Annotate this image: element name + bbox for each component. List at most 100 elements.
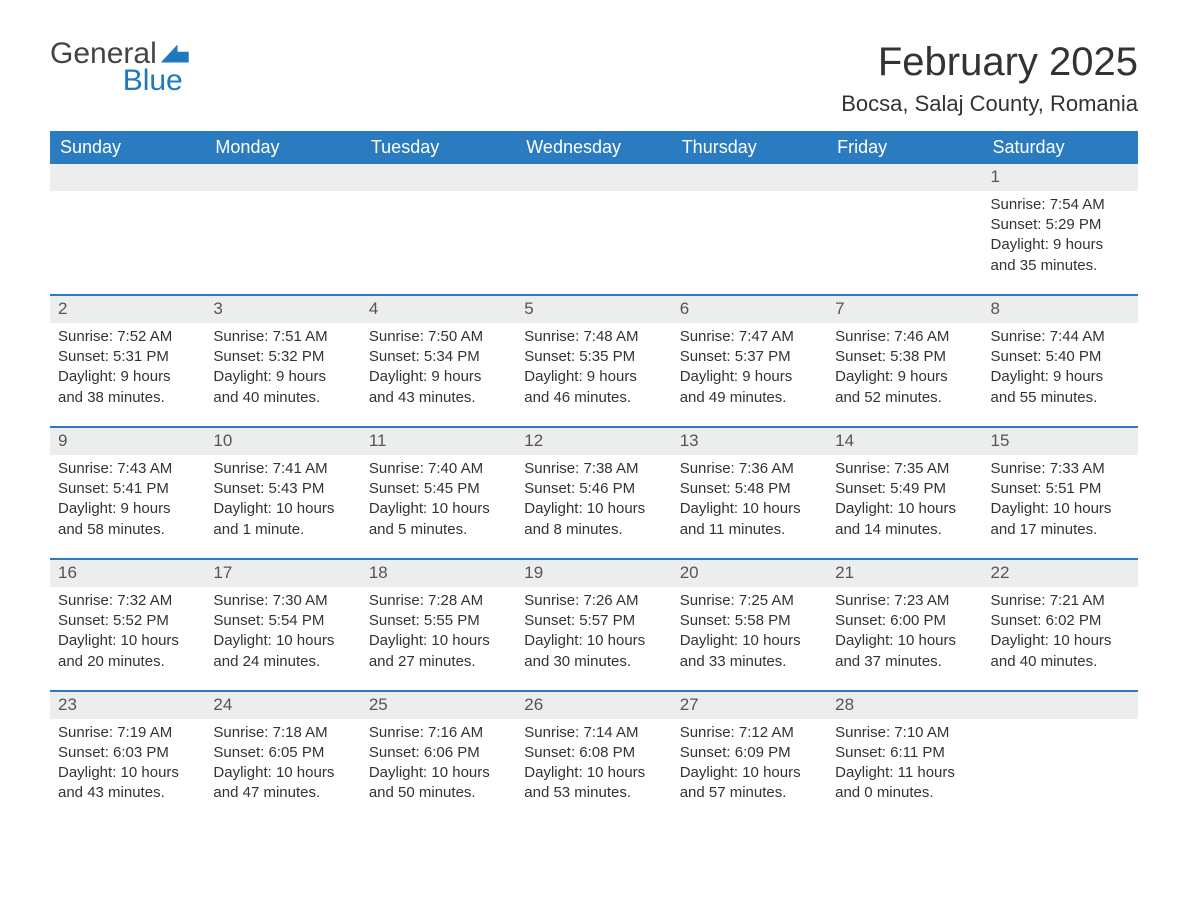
logo-word-general: General — [50, 40, 189, 67]
calendar-day-cell: 27Sunrise: 7:12 AMSunset: 6:09 PMDayligh… — [672, 691, 827, 822]
calendar-day-cell: 13Sunrise: 7:36 AMSunset: 5:48 PMDayligh… — [672, 427, 827, 559]
day-number: 1 — [983, 164, 1138, 191]
day-details: Sunrise: 7:12 AMSunset: 6:09 PMDaylight:… — [680, 723, 819, 804]
calendar-day-cell: 7 Sunrise: 7:46 AMSunset: 5:38 PMDaylight… — [827, 295, 982, 427]
day-number — [205, 164, 360, 191]
calendar-day-cell: 9 Sunrise: 7:43 AMSunset: 5:41 PMDaylight… — [50, 427, 205, 559]
day-number: 6 — [672, 296, 827, 323]
calendar-day-cell: 14 Sunrise: 7:35 AMSunset: 5:49 PMDayligh… — [827, 427, 982, 559]
logo: General Blue — [50, 40, 189, 94]
day-details: Sunrise: 7:35 AMSunset: 5:49 PMDaylight:… — [835, 459, 974, 540]
calendar-day-cell: 6Sunrise: 7:47 AMSunset: 5:37 PMDaylight… — [672, 295, 827, 427]
day-number: 2 — [50, 296, 205, 323]
day-number: 25 — [361, 692, 516, 719]
day-number: 14 — [827, 428, 982, 455]
logo-word-blue: Blue — [123, 67, 183, 94]
day-details: Sunrise: 7:32 AMSunset: 5:52 PMDaylight:… — [58, 591, 197, 672]
calendar-day-cell: 12 Sunrise: 7:38 AMSunset: 5:46 PMDayligh… — [516, 427, 671, 559]
calendar-day-cell: 4Sunrise: 7:50 AMSunset: 5:34 PMDaylight… — [361, 295, 516, 427]
day-number: 20 — [672, 560, 827, 587]
day-number — [983, 692, 1138, 719]
day-details: Sunrise: 7:18 AMSunset: 6:05 PMDaylight:… — [213, 723, 352, 804]
day-details: Sunrise: 7:30 AMSunset: 5:54 PMDaylight:… — [213, 591, 352, 672]
day-details: Sunrise: 7:51 AMSunset: 5:32 PMDaylight:… — [213, 327, 352, 408]
day-details: Sunrise: 7:41 AMSunset: 5:43 PMDaylight:… — [213, 459, 352, 540]
calendar-day-cell — [827, 164, 982, 295]
calendar-day-cell: 22 Sunrise: 7:21 AMSunset: 6:02 PMDayligh… — [983, 559, 1138, 691]
weekday-header: Sunday — [50, 131, 205, 164]
calendar-day-cell — [672, 164, 827, 295]
day-details: Sunrise: 7:50 AMSunset: 5:34 PMDaylight:… — [369, 327, 508, 408]
calendar-day-cell: 3 Sunrise: 7:51 AMSunset: 5:32 PMDaylight… — [205, 295, 360, 427]
day-details: Sunrise: 7:10 AMSunset: 6:11 PMDaylight:… — [835, 723, 974, 804]
day-number: 19 — [516, 560, 671, 587]
logo-flag-icon — [161, 45, 189, 63]
calendar-day-cell: 28 Sunrise: 7:10 AMSunset: 6:11 PMDayligh… — [827, 691, 982, 822]
weekday-header: Saturday — [983, 131, 1138, 164]
day-details: Sunrise: 7:43 AMSunset: 5:41 PMDaylight:… — [58, 459, 197, 540]
weekday-header: Monday — [205, 131, 360, 164]
day-details: Sunrise: 7:23 AMSunset: 6:00 PMDaylight:… — [835, 591, 974, 672]
day-number — [672, 164, 827, 191]
day-details: Sunrise: 7:52 AMSunset: 5:31 PMDaylight:… — [58, 327, 197, 408]
day-number: 18 — [361, 560, 516, 587]
day-number: 17 — [205, 560, 360, 587]
page-header: General Blue February 2025 Bocsa, Salaj … — [50, 40, 1138, 117]
title-block: February 2025 Bocsa, Salaj County, Roman… — [841, 40, 1138, 117]
calendar-day-cell: 23 Sunrise: 7:19 AMSunset: 6:03 PMDayligh… — [50, 691, 205, 822]
day-number: 7 — [827, 296, 982, 323]
calendar-table: SundayMondayTuesdayWednesdayThursdayFrid… — [50, 131, 1138, 822]
day-number: 11 — [361, 428, 516, 455]
calendar-day-cell: 10 Sunrise: 7:41 AMSunset: 5:43 PMDayligh… — [205, 427, 360, 559]
day-number: 26 — [516, 692, 671, 719]
day-number — [50, 164, 205, 191]
weekday-header-row: SundayMondayTuesdayWednesdayThursdayFrid… — [50, 131, 1138, 164]
calendar-day-cell — [361, 164, 516, 295]
day-details: Sunrise: 7:21 AMSunset: 6:02 PMDaylight:… — [991, 591, 1130, 672]
calendar-day-cell: 25 Sunrise: 7:16 AMSunset: 6:06 PMDayligh… — [361, 691, 516, 822]
weekday-header: Thursday — [672, 131, 827, 164]
calendar-day-cell: 15 Sunrise: 7:33 AMSunset: 5:51 PMDayligh… — [983, 427, 1138, 559]
day-details: Sunrise: 7:48 AMSunset: 5:35 PMDaylight:… — [524, 327, 663, 408]
calendar-day-cell: 26 Sunrise: 7:14 AMSunset: 6:08 PMDayligh… — [516, 691, 671, 822]
day-details: Sunrise: 7:16 AMSunset: 6:06 PMDaylight:… — [369, 723, 508, 804]
weekday-header: Wednesday — [516, 131, 671, 164]
day-number — [827, 164, 982, 191]
day-details: Sunrise: 7:19 AMSunset: 6:03 PMDaylight:… — [58, 723, 197, 804]
day-details: Sunrise: 7:33 AMSunset: 5:51 PMDaylight:… — [991, 459, 1130, 540]
weekday-header: Friday — [827, 131, 982, 164]
location-subtitle: Bocsa, Salaj County, Romania — [841, 91, 1138, 117]
calendar-day-cell: 8Sunrise: 7:44 AMSunset: 5:40 PMDaylight… — [983, 295, 1138, 427]
day-number: 23 — [50, 692, 205, 719]
calendar-day-cell: 20 Sunrise: 7:25 AMSunset: 5:58 PMDayligh… — [672, 559, 827, 691]
calendar-week-row: 9 Sunrise: 7:43 AMSunset: 5:41 PMDaylight… — [50, 427, 1138, 559]
day-number: 24 — [205, 692, 360, 719]
day-number: 28 — [827, 692, 982, 719]
calendar-body: 1 Sunrise: 7:54 AMSunset: 5:29 PMDaylight… — [50, 164, 1138, 822]
day-number: 16 — [50, 560, 205, 587]
calendar-day-cell — [50, 164, 205, 295]
day-number: 15 — [983, 428, 1138, 455]
calendar-day-cell: 24 Sunrise: 7:18 AMSunset: 6:05 PMDayligh… — [205, 691, 360, 822]
month-title: February 2025 — [841, 40, 1138, 85]
day-details: Sunrise: 7:38 AMSunset: 5:46 PMDaylight:… — [524, 459, 663, 540]
day-details: Sunrise: 7:14 AMSunset: 6:08 PMDaylight:… — [524, 723, 663, 804]
day-number: 9 — [50, 428, 205, 455]
day-number: 22 — [983, 560, 1138, 587]
logo-text-1: General — [50, 40, 157, 67]
day-details: Sunrise: 7:44 AMSunset: 5:40 PMDaylight:… — [991, 327, 1130, 408]
day-details: Sunrise: 7:46 AMSunset: 5:38 PMDaylight:… — [835, 327, 974, 408]
day-number: 10 — [205, 428, 360, 455]
weekday-header: Tuesday — [361, 131, 516, 164]
day-details: Sunrise: 7:54 AMSunset: 5:29 PMDaylight:… — [991, 195, 1130, 276]
day-number: 12 — [516, 428, 671, 455]
day-details: Sunrise: 7:25 AMSunset: 5:58 PMDaylight:… — [680, 591, 819, 672]
calendar-day-cell: 1 Sunrise: 7:54 AMSunset: 5:29 PMDaylight… — [983, 164, 1138, 295]
day-number: 3 — [205, 296, 360, 323]
day-details: Sunrise: 7:28 AMSunset: 5:55 PMDaylight:… — [369, 591, 508, 672]
calendar-day-cell: 5Sunrise: 7:48 AMSunset: 5:35 PMDaylight… — [516, 295, 671, 427]
calendar-day-cell: 11Sunrise: 7:40 AMSunset: 5:45 PMDayligh… — [361, 427, 516, 559]
day-number: 21 — [827, 560, 982, 587]
calendar-day-cell: 19Sunrise: 7:26 AMSunset: 5:57 PMDayligh… — [516, 559, 671, 691]
calendar-day-cell: 21 Sunrise: 7:23 AMSunset: 6:00 PMDayligh… — [827, 559, 982, 691]
